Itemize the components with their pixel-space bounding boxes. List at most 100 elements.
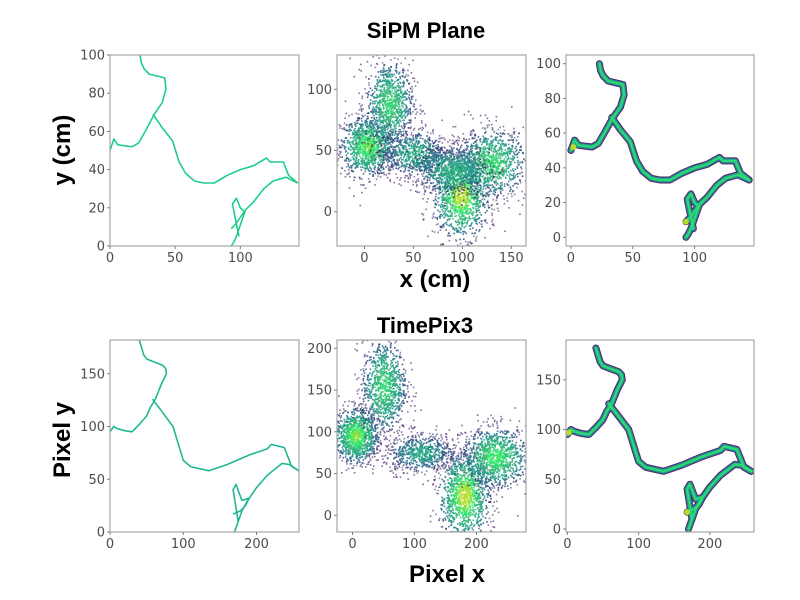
hit-point: [511, 155, 514, 158]
hit-point: [478, 154, 481, 156]
hit-point: [381, 94, 383, 97]
hit-point: [390, 160, 392, 163]
hit-point: [370, 133, 373, 135]
hit-point: [360, 157, 362, 160]
hit-point: [353, 148, 355, 151]
hit-point: [462, 219, 465, 221]
hit-point: [366, 115, 369, 118]
hit-point: [465, 225, 467, 227]
hit-point: [474, 159, 477, 161]
hit-point: [376, 170, 379, 172]
hit-point: [370, 160, 372, 163]
hit-point: [475, 208, 477, 210]
hit-point: [481, 191, 484, 193]
hit-point: [414, 168, 417, 171]
hit-point: [382, 154, 384, 156]
hit-point: [442, 197, 445, 200]
hit-point: [397, 133, 399, 135]
hit-point: [434, 167, 436, 169]
hit-point: [408, 151, 411, 153]
hit-point: [365, 133, 367, 135]
hit-point: [409, 127, 412, 130]
hit-point: [362, 123, 364, 125]
hit-point: [483, 168, 486, 170]
hit-point: [523, 158, 525, 160]
hit-point: [413, 160, 415, 162]
hit-point: [390, 108, 393, 110]
hit-point: [376, 111, 378, 113]
hit-point: [501, 174, 504, 176]
hit-point: [434, 141, 436, 143]
hit-point: [416, 179, 418, 181]
series-line-shade-track-b: [152, 114, 298, 184]
hit-point: [370, 129, 373, 131]
hit-point: [491, 146, 493, 149]
hit-point: [411, 98, 413, 101]
hit-point: [361, 132, 363, 134]
hit-point: [508, 152, 511, 155]
hit-point: [485, 158, 488, 160]
hit-point: [376, 106, 378, 109]
hit-point: [487, 178, 489, 180]
hit-point: [492, 192, 494, 195]
hit-point: [400, 156, 402, 159]
hit-point: [481, 127, 484, 129]
hit-point: [397, 58, 399, 61]
hit-point: [346, 173, 348, 176]
hit-point: [444, 184, 446, 187]
hit-point: [492, 144, 494, 147]
hit-point: [462, 177, 464, 179]
hit-point: [407, 178, 410, 180]
hit-point: [412, 95, 414, 98]
hit-point: [395, 97, 397, 99]
hit-point: [461, 210, 463, 213]
hit-point: [464, 204, 467, 207]
hit-point: [391, 146, 393, 148]
hit-point: [516, 166, 518, 168]
hit-point: [449, 218, 451, 220]
hit-point: [413, 147, 415, 149]
hit-point: [487, 138, 489, 140]
hit-point: [408, 152, 411, 155]
hit-point: [382, 115, 384, 117]
hit-point: [394, 119, 396, 122]
hit-point: [382, 172, 384, 174]
hit-point: [448, 239, 451, 242]
hit-point: [393, 73, 395, 76]
hit-point: [394, 69, 397, 72]
hit-point: [449, 166, 452, 168]
hit-point: [403, 119, 405, 121]
hit-point: [365, 150, 367, 153]
hit-point: [379, 131, 381, 133]
hit-point: [352, 137, 354, 139]
hit-point: [445, 185, 447, 187]
hit-point: [451, 225, 453, 228]
hit-point: [377, 119, 379, 122]
hit-point: [389, 169, 391, 172]
hit-point: [415, 150, 418, 153]
hit-point: [380, 132, 382, 135]
hit-point: [466, 217, 468, 220]
hit-point: [343, 140, 346, 142]
hit-point: [397, 137, 400, 139]
hit-point: [432, 215, 435, 218]
hit-point: [364, 123, 367, 125]
hit-point: [458, 208, 460, 211]
hit-point: [364, 168, 366, 170]
hit-point: [500, 160, 502, 162]
hit-point: [400, 109, 403, 112]
hit-point: [438, 167, 440, 170]
hit-point: [405, 136, 407, 139]
hit-point: [455, 152, 458, 154]
hit-point: [474, 217, 476, 219]
hit-point: [358, 139, 361, 141]
hit-point: [387, 119, 390, 121]
hit-point: [358, 132, 361, 134]
hit-point: [389, 129, 391, 132]
hit-point: [464, 142, 466, 144]
hit-point: [377, 106, 379, 109]
hit-point: [466, 152, 469, 154]
hit-point: [497, 172, 499, 175]
hit-point: [374, 124, 377, 126]
hit-point: [374, 140, 377, 143]
